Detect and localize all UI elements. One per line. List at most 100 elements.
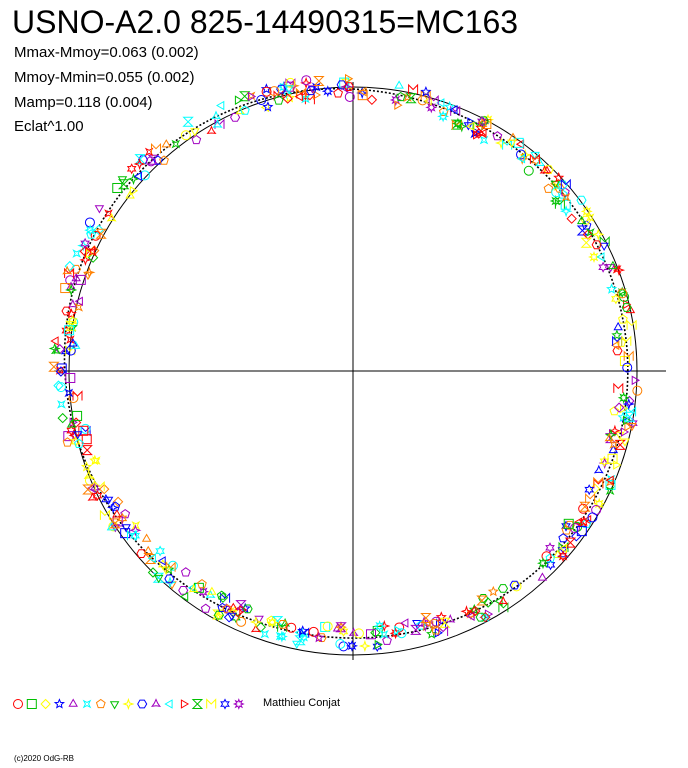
observation-marker [605,486,615,496]
observation-marker [498,602,509,613]
observation-marker [498,595,509,605]
observation-marker [589,483,601,494]
observation-marker [322,621,333,632]
observation-marker [75,274,86,285]
observation-marker [580,237,593,248]
observation-marker [141,533,152,542]
observation-marker [61,306,72,316]
observation-marker [206,125,217,135]
observation-marker [473,128,484,139]
observation-marker [549,195,562,207]
observation-marker [136,549,147,558]
observation-marker [94,205,105,214]
observation-marker [216,590,227,600]
observation-marker [101,493,111,503]
observation-marker [92,489,103,502]
observation-marker [316,633,327,642]
observation-marker [129,186,139,196]
observation-marker [609,440,619,449]
observation-marker [551,187,562,198]
observation-marker [133,157,146,171]
observation-marker [57,400,66,409]
observation-marker [608,260,618,270]
observation-marker [74,296,83,307]
observation-marker [112,182,123,193]
observation-marker [552,549,563,558]
observation-marker [345,73,354,84]
stat-mmax-mmoy: Mmax-Mmoy=0.063 (0.002) [14,44,199,61]
observation-marker [619,356,630,367]
observation-marker [81,445,93,456]
legend-observer-name: Matthieu Conjat [263,697,341,709]
observation-marker [72,410,83,421]
observation-marker [70,340,81,349]
observation-marker [343,82,354,91]
observation-marker [65,372,76,383]
observation-marker [617,288,628,299]
observation-marker [95,228,107,239]
observation-marker [217,592,229,603]
observation-marker [436,98,445,108]
observation-marker [604,432,615,442]
observation-marker [125,190,135,199]
observation-marker [472,119,483,130]
observation-marker [143,545,153,554]
observation-marker [171,139,181,149]
observation-marker [576,225,589,236]
observation-marker [106,212,117,222]
observation-marker [220,592,231,603]
observation-marker [379,630,389,639]
observation-marker [586,228,595,237]
observation-marker [338,625,349,637]
observation-marker [127,172,140,186]
observation-marker [624,395,635,407]
observation-marker [509,580,520,590]
legend-marker-hourglass [191,699,204,709]
observation-marker [348,627,359,637]
observation-marker [346,639,358,652]
observation-marker [110,501,121,511]
observation-marker [557,550,570,563]
observation-marker [475,612,486,622]
observation-marker [88,247,97,257]
observation-marker [591,240,602,250]
legend-marker-circle [13,699,23,709]
observation-marker [66,425,77,437]
observation-marker [612,264,626,277]
observation-marker [624,421,633,432]
observation-marker [72,431,83,440]
legend-marker-star6 [220,698,230,710]
plot-axes [54,82,666,660]
observation-marker [529,153,540,164]
observation-marker [429,618,440,629]
observation-marker [269,86,280,97]
observation-marker [631,375,641,386]
observation-marker [592,228,605,241]
observation-marker [537,557,549,570]
observation-marker [451,117,464,130]
observation-marker [48,342,61,355]
observation-marker [476,595,488,606]
legend-marker-triangle-left [164,699,173,709]
observation-marker [613,321,623,331]
legend-marker-triangle-down [109,701,120,710]
observation-marker [72,390,83,401]
observation-marker [620,438,630,447]
observation-marker [50,336,59,346]
observation-marker [466,611,475,621]
observation-marker [623,350,634,361]
observation-marker [604,428,618,441]
observation-marker [405,93,417,104]
observation-markers [48,73,643,653]
observation-marker [190,128,200,137]
observation-marker [50,345,61,354]
observation-marker [335,638,346,649]
observation-marker [338,641,349,652]
legend-marker-star8 [232,698,245,710]
observation-marker [395,91,406,102]
observation-marker [420,613,432,623]
observation-marker [74,302,84,312]
observation-marker [623,411,636,422]
observation-marker [306,86,317,96]
legend-marker-triangle-up [68,698,78,707]
